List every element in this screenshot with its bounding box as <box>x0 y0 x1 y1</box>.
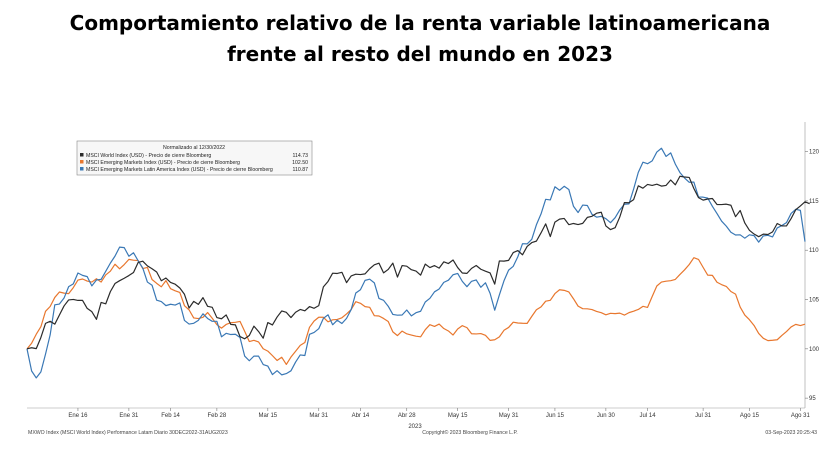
series-line-msci-em <box>26 257 806 366</box>
x-tick-label: Jul 31 <box>695 413 712 419</box>
legend-label-world: MSCI World Index (USD) - Precio de cierr… <box>86 153 211 159</box>
legend: Normalizado al 12/30/2022 MSCI World Ind… <box>76 140 313 176</box>
x-axis: Ene 16 Ene 31 Feb 14 Feb 28 Mar 15 Mar 31 Abr … <box>68 408 811 419</box>
x-tick-label: Jun 30 <box>597 413 616 419</box>
x-tick-label: May 31 <box>499 413 519 419</box>
x-tick-label: Jun 15 <box>546 413 565 419</box>
x-tick-label: Ago 15 <box>740 413 760 419</box>
x-tick-label: Feb 14 <box>161 413 180 419</box>
x-tick-label: Ago 31 <box>791 413 811 419</box>
chart-title-line-2: frente al resto del mundo en 2023 <box>227 42 613 66</box>
x-tick-label: Feb 28 <box>208 413 227 419</box>
y-tick-label: 115 <box>809 199 819 205</box>
x-tick-label: Mar 15 <box>258 413 277 419</box>
legend-value-latam: 110.87 <box>293 167 309 173</box>
legend-swatch-latam <box>80 167 84 171</box>
legend-header: Normalizado al 12/30/2022 <box>163 145 225 151</box>
legend-label-em: MSCI Emerging Markets Index (USD) - Prec… <box>86 160 240 166</box>
x-axis-label: 2023 <box>408 424 422 430</box>
footer-right: 03-Sep-2023 20:25:43 <box>765 430 817 436</box>
series-line-msci-world <box>26 175 810 350</box>
x-tick-label: Mar 31 <box>309 413 328 419</box>
y-axis: 95 100 105 110 115 120 <box>805 150 820 402</box>
chart-title: Comportamiento relativo de la renta vari… <box>0 8 840 70</box>
legend-swatch-em <box>80 160 84 164</box>
y-tick-label: 95 <box>809 396 816 402</box>
chart-title-line-1: Comportamiento relativo de la renta vari… <box>69 11 771 35</box>
x-tick-label: Abr 28 <box>398 413 416 419</box>
y-tick-label: 120 <box>809 150 820 156</box>
legend-label-latam: MSCI Emerging Markets Latin America Inde… <box>86 167 273 173</box>
plot-frame <box>27 122 806 409</box>
legend-box <box>76 140 313 176</box>
series-line-msci-em-latam <box>26 147 806 379</box>
y-tick-label: 100 <box>809 347 820 353</box>
footer-center: Copyright© 2023 Bloomberg Finance L.P. <box>422 429 517 436</box>
x-tick-label: May 15 <box>448 413 468 419</box>
legend-swatch-world <box>80 153 84 157</box>
footer-left: MXWO Index (MSCI World Index) Performanc… <box>28 430 228 436</box>
y-tick-label: 105 <box>809 298 820 304</box>
x-tick-label: Ene 31 <box>119 413 139 419</box>
x-tick-label: Abr 14 <box>352 413 370 419</box>
legend-value-world: 114.73 <box>293 153 309 159</box>
x-tick-label: Ene 16 <box>68 413 88 419</box>
legend-value-em: 102.50 <box>292 160 308 166</box>
y-tick-label: 110 <box>809 248 819 254</box>
x-tick-label: Jul 14 <box>640 413 657 419</box>
series-layer <box>26 147 810 379</box>
